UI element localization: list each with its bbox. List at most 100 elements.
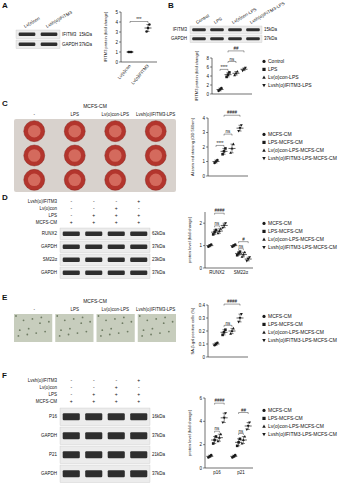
panel-letter: E <box>2 293 8 302</box>
error-cap <box>230 328 233 329</box>
plate <box>14 119 176 192</box>
axis-title: SA-β-gal positive cells (%) <box>190 307 195 354</box>
axis-title: IFITM3 protein (fold change) <box>103 11 108 62</box>
tick-label: 1 <box>199 243 202 248</box>
x-axis <box>208 176 248 177</box>
lane-label: Control <box>195 13 210 25</box>
error-cap <box>222 329 225 330</box>
blot-strip <box>60 267 150 279</box>
y-tick <box>203 268 205 269</box>
y-tick <box>206 331 208 332</box>
error-cap <box>208 246 211 247</box>
band-size: 37kDa <box>264 36 278 41</box>
bracket <box>224 115 240 117</box>
treatment-sign: + <box>70 219 73 225</box>
legend-marker <box>262 237 266 240</box>
legend: MCFS-CMLPS-MCFS-CMLv(o)con-LPS-MCFS-CMLv… <box>262 131 337 161</box>
marks <box>213 124 244 164</box>
blot: Lvsh(o)IFITM3---+Lv(o)con--+-LPS-+++MCFS… <box>28 198 166 279</box>
marks <box>127 23 152 53</box>
bracket <box>239 413 249 415</box>
error-cap <box>223 422 226 423</box>
error-bar <box>247 423 250 430</box>
significance: # <box>242 237 245 242</box>
cell <box>85 331 87 333</box>
chart: 012345IFITM3 protein (fold change)Lv(o)c… <box>103 10 157 86</box>
legend-label: Lvsh(o)IFITM3-LPS-MCFS-CM <box>268 155 337 161</box>
legend-marker <box>262 315 265 318</box>
significance: #### <box>214 398 225 403</box>
error-bar <box>214 343 217 346</box>
mean-line <box>241 69 248 70</box>
well-center <box>28 125 41 138</box>
well-center <box>68 149 81 162</box>
chart: 02468IFITM3 protein (fold change)****ns#… <box>194 46 312 101</box>
band-label: P16 <box>49 414 58 419</box>
y-tick <box>119 52 121 53</box>
error-cap <box>247 422 250 423</box>
error-cap <box>218 228 221 229</box>
legend-label: Lvsh(o)IFITM3-LPS-MCFS-CM <box>268 337 337 343</box>
tick-label: 8 <box>206 56 209 61</box>
significance: ns <box>226 129 232 134</box>
treatment-sign: - <box>138 384 140 390</box>
point <box>237 130 240 133</box>
error-bar <box>226 72 229 77</box>
point <box>248 421 251 424</box>
point <box>219 433 222 436</box>
cell <box>80 322 82 324</box>
cell <box>98 315 100 317</box>
legend-label: Control <box>268 58 284 64</box>
treatment-sign: + <box>137 212 140 218</box>
blot-band <box>108 432 125 439</box>
band-label: IFITM3 <box>173 27 188 32</box>
lane-label: - <box>34 307 36 312</box>
cell <box>89 321 91 323</box>
bracket <box>224 325 232 327</box>
error-bar <box>247 257 250 261</box>
y-tick <box>119 62 121 63</box>
legend: ControlLPSLv(o)con-LPSLvsh(o)IFITM3-LPS <box>262 58 312 88</box>
error-cap <box>238 321 241 322</box>
cell <box>101 329 103 331</box>
legend-marker <box>262 424 266 427</box>
error-cap <box>237 445 240 446</box>
well <box>24 121 45 142</box>
treatment-sign: + <box>92 391 95 397</box>
treatment-label: MCFS-CM <box>36 399 57 404</box>
category-label: p16 <box>213 470 221 475</box>
point <box>219 227 222 230</box>
y-tick <box>203 245 205 246</box>
error-cap <box>218 233 221 234</box>
micrograph <box>55 314 93 342</box>
mean-line <box>230 245 237 246</box>
category-label: p21 <box>237 470 245 475</box>
treatment-label: LPS <box>48 213 57 218</box>
error-stem <box>216 343 217 346</box>
legend-marker <box>262 68 265 71</box>
error-bar <box>238 125 241 131</box>
y-tick <box>206 318 208 319</box>
band-label: GAPDH <box>41 471 57 476</box>
cell <box>122 322 124 324</box>
image-panel: MCFS-CM-LPSLv(o)con-LPSLvsh(o)IFITM3-LPS <box>14 103 176 192</box>
legend-label: Lvsh(o)IFITM3-LPS <box>268 82 312 88</box>
error-cap <box>234 75 237 76</box>
significance: ## <box>233 46 239 51</box>
error-cap <box>208 244 211 245</box>
well <box>105 121 126 142</box>
legend-label: MCFS-CM <box>268 407 292 413</box>
point <box>245 260 248 263</box>
error-stem <box>248 257 249 261</box>
cell <box>164 317 166 319</box>
point <box>236 70 239 73</box>
blot-band <box>85 231 102 236</box>
tick-label: 0.2 <box>199 329 206 334</box>
bracket <box>228 51 244 53</box>
treatment-sign: + <box>115 391 118 397</box>
error-cap <box>218 90 221 91</box>
blot-strip <box>60 465 150 483</box>
mean-line <box>127 52 134 53</box>
blot-band <box>41 33 58 36</box>
cell <box>32 318 34 320</box>
